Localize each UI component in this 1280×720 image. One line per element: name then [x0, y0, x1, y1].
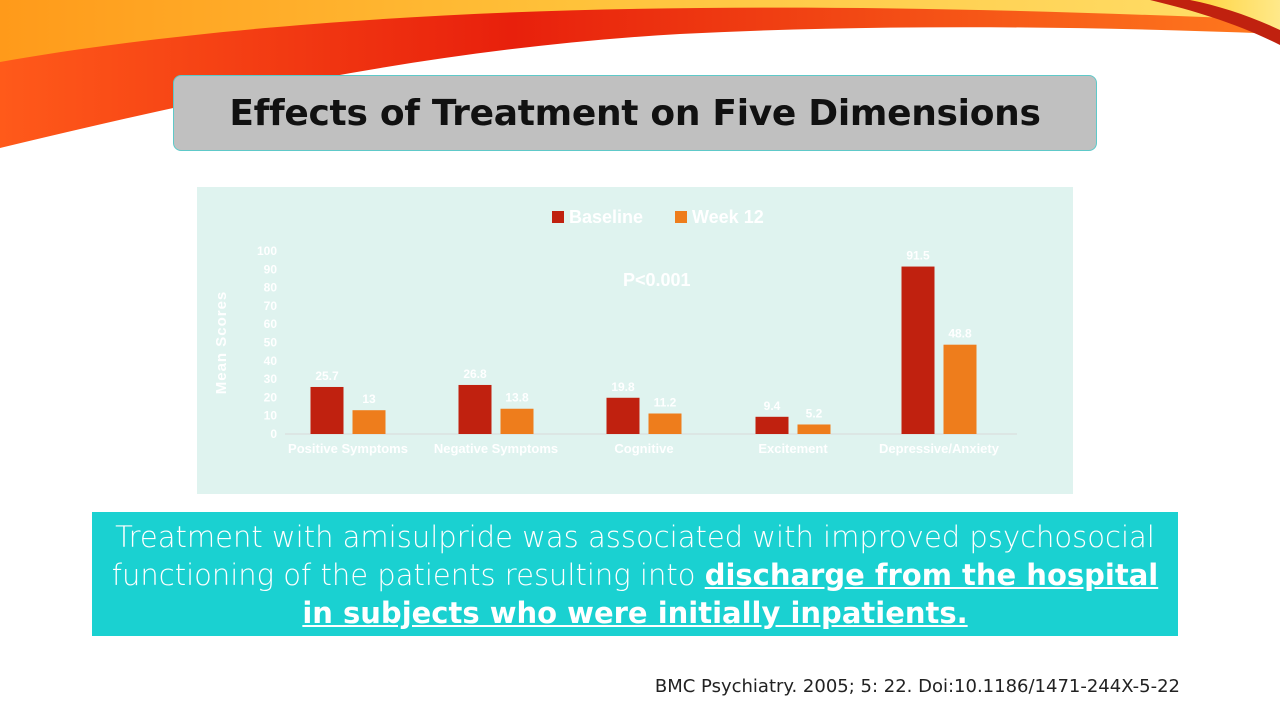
p-value-annotation: P<0.001 [623, 270, 691, 290]
summary-emphasis: discharge from the hospital in subjects … [302, 558, 1159, 630]
y-tick-label: 20 [264, 390, 278, 404]
chart-area: 0 10 20 30 40 50 60 70 80 90 100 Mean Scores 25.7 26.… [197, 187, 1073, 494]
data-label: 13.8 [505, 391, 529, 405]
data-label: 25.7 [315, 369, 339, 383]
data-label: 5.2 [806, 406, 823, 420]
y-tick-label: 30 [264, 372, 278, 386]
legend-swatch [552, 211, 564, 223]
y-tick-label: 10 [264, 409, 278, 423]
data-label: 13 [362, 392, 376, 406]
y-axis-label: Mean Scores [213, 291, 230, 395]
data-label: 26.8 [463, 367, 487, 381]
y-tick-label: 0 [270, 427, 277, 441]
bar [755, 416, 789, 434]
bar-chart: 0 10 20 30 40 50 60 70 80 90 100 Mean Scores 25.7 26.… [213, 207, 1017, 456]
bar [458, 384, 492, 434]
bar [310, 386, 344, 434]
summary-box: Treatment with amisulpride was associate… [92, 512, 1178, 636]
y-tick-label: 90 [264, 262, 278, 276]
data-label: 11.2 [654, 396, 677, 410]
summary-text: Treatment with amisulpride was associate… [111, 520, 1155, 592]
bar [797, 424, 831, 434]
bar [606, 397, 640, 434]
data-label: 19.8 [611, 380, 635, 394]
decorative-swoosh [0, 0, 1280, 149]
bar [352, 410, 386, 434]
y-tick-label: 80 [264, 281, 278, 295]
y-tick-label: 50 [264, 336, 278, 350]
slide-title: Effects of Treatment on Five Dimensions [229, 92, 1041, 134]
y-tick-label: 70 [264, 299, 278, 313]
x-tick-label: Negative Symptoms [434, 441, 558, 456]
x-tick-label: Excitement [758, 441, 828, 456]
y-tick-label: 40 [264, 354, 278, 368]
y-tick-label: 60 [264, 317, 278, 331]
legend-label: Week 12 [692, 207, 764, 227]
bar [901, 266, 935, 434]
legend-swatch [675, 211, 687, 223]
bar [943, 344, 977, 434]
x-tick-label: Cognitive [614, 441, 673, 456]
x-tick-label: Positive Symptoms [288, 441, 408, 456]
x-tick-label: Depressive/Anxiety [879, 441, 1000, 456]
citation: BMC Psychiatry. 2005; 5: 22. Doi:10.1186… [654, 676, 1180, 697]
legend-label: Baseline [569, 207, 643, 227]
data-label: 9.4 [764, 399, 781, 413]
y-tick-label: 100 [257, 244, 277, 258]
bar [500, 408, 534, 434]
data-label: 91.5 [906, 249, 930, 263]
bar [648, 413, 682, 434]
data-label: 48.8 [948, 327, 972, 341]
title-box: Effects of Treatment on Five Dimensions [173, 75, 1097, 151]
